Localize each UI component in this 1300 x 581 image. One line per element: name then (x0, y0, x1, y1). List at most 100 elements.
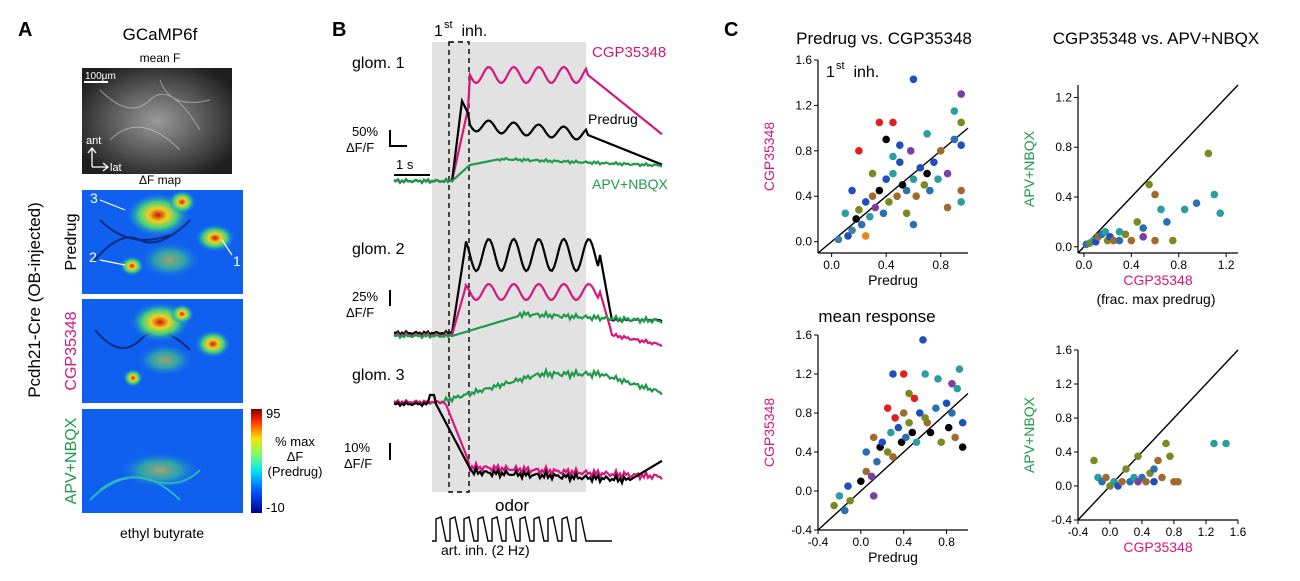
data-point (943, 203, 952, 212)
first-inh-label-sup: st (444, 19, 453, 31)
row-label-predrug: Predrug (63, 214, 80, 271)
x-tick-label: 0.4 (895, 535, 912, 549)
data-point (921, 370, 929, 378)
data-point (1090, 456, 1098, 465)
first-inh-box (448, 41, 470, 493)
data-point (861, 232, 870, 240)
data-point (844, 482, 852, 490)
data-point (875, 186, 884, 195)
trace-glom1-apv (393, 156, 663, 185)
x-tick-label: -0.4 (1068, 525, 1089, 539)
ant-label: ant (86, 135, 101, 147)
data-point (878, 438, 887, 447)
data-point (908, 428, 917, 437)
y-tick-label: 1.2 (795, 98, 812, 112)
cgp-map (82, 299, 243, 403)
scatter-predrug-vs-cgp-mean: -0.4 0.0 0.4 0.8 -0.4 0.0 0.4 0.8 1.2 1.6 Predrug C… (761, 328, 969, 565)
data-point (934, 175, 942, 184)
panel-a-title: GCaMP6f (123, 25, 198, 44)
data-point (1158, 473, 1166, 482)
scatter-cgp-vs-apv-mean: -0.4 0.0 0.4 0.8 1.2 1.6 -0.4 0.0 0.4 0.8 1.2 1.6 CG… (1021, 343, 1247, 555)
data-point (868, 169, 877, 178)
predrug-map (82, 190, 243, 294)
data-point (889, 118, 897, 127)
data-point (862, 467, 871, 476)
data-point (1118, 477, 1126, 486)
x-tick-label: 1.2 (1218, 258, 1235, 272)
y-axis-label: CGP35348 (761, 122, 777, 191)
data-point (958, 443, 967, 451)
data-point (957, 186, 965, 195)
data-point (902, 186, 911, 195)
data-point (919, 336, 927, 344)
y-tick-label: -0.4 (791, 523, 812, 537)
colorbar-max: 95 (266, 406, 280, 421)
first-inh-label-rest: inh. (457, 23, 487, 40)
trace-label-glom2: glom. 2 (352, 241, 405, 258)
data-point (915, 409, 924, 417)
unity-line (817, 392, 969, 531)
x-axis-label: CGP35348 (1123, 539, 1192, 555)
trace-label-glom1: glom. 1 (352, 55, 405, 72)
legend-cgp: CGP35348 (592, 44, 666, 61)
x-tick-label: 1.6 (1230, 525, 1247, 539)
c-first-inh-sup: st (836, 60, 845, 72)
y-axis-label: APV+NBQX (1021, 130, 1037, 207)
colorbar-label-line3: (Predrug) (268, 464, 323, 479)
data-point (855, 206, 863, 214)
data-point (921, 414, 929, 422)
glom-3-pointer (99, 199, 126, 211)
y-tick-label: 0.4 (1055, 445, 1072, 459)
y-tick-label: 0.4 (795, 189, 812, 203)
panel-a-odor-label: ethyl butyrate (120, 525, 204, 541)
data-point (1166, 452, 1174, 461)
data-point (937, 438, 946, 447)
data-point (1142, 477, 1150, 486)
data-point (882, 135, 890, 144)
data-point (891, 414, 899, 422)
x-axis-label: CGP35348 (1123, 272, 1192, 288)
row-label-cgp: CGP35348 (63, 311, 80, 390)
data-point (1122, 465, 1130, 473)
data-point (1222, 439, 1230, 448)
data-point (912, 438, 921, 447)
y-tick-label: 0.4 (1055, 190, 1072, 204)
x-tick-label: 0.4 (1134, 525, 1151, 539)
data-point (1127, 236, 1136, 245)
y-tick-label: 1.6 (1055, 343, 1072, 357)
glom-label-1: 1 (233, 253, 241, 269)
y-axis-label: CGP35348 (761, 398, 777, 467)
df-map-label: ΔF map (139, 173, 181, 187)
data-point (896, 141, 904, 149)
scale-label-glom1: 50% (352, 124, 378, 139)
data-point (1115, 236, 1124, 245)
data-point (841, 209, 850, 218)
colorbar-min: -10 (266, 500, 285, 515)
time-bar-label: 1 s (396, 157, 414, 172)
data-point (882, 175, 890, 184)
data-point (955, 365, 964, 373)
y-tick-label: 1.2 (795, 367, 812, 381)
data-point (897, 438, 906, 447)
row2-title: mean response (818, 307, 935, 326)
data-point (902, 209, 911, 218)
data-point (898, 181, 907, 189)
trace-glom3-cgp (393, 398, 663, 482)
unity-line (1077, 84, 1239, 254)
data-point (953, 384, 962, 393)
y-tick-label: 0.0 (795, 235, 812, 249)
data-point (861, 198, 870, 206)
apv-map (82, 409, 243, 513)
y-axis-label: APV+NBQX (1021, 396, 1037, 473)
data-point (879, 209, 888, 218)
data-point (1169, 236, 1177, 245)
lat-label: lat (110, 162, 122, 174)
data-point (855, 147, 863, 155)
x-tick-label: 0.8 (1166, 525, 1183, 539)
panel-b-letter: B (332, 19, 346, 41)
x-tick-label: 0.8 (938, 535, 955, 549)
data-point (1204, 149, 1213, 158)
data-point (848, 226, 856, 235)
y-tick-label: 0.8 (1055, 140, 1072, 154)
data-point (899, 409, 908, 417)
